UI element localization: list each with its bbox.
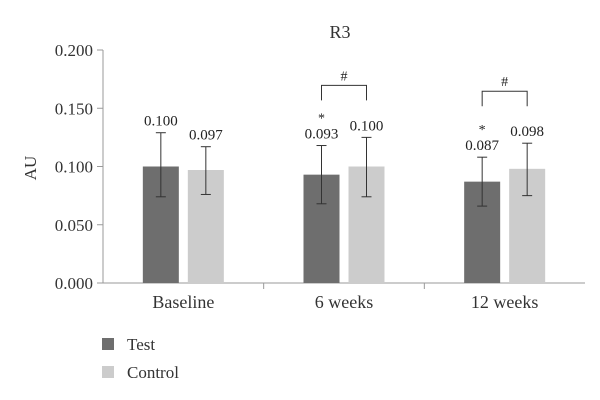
data-label: 0.100: [350, 118, 384, 134]
x-tick-label: Baseline: [152, 292, 214, 312]
data-label: 0.093: [305, 127, 339, 143]
y-tick-label: 0.050: [55, 216, 93, 235]
y-axis-label: AU: [21, 156, 40, 181]
legend-label: Test: [127, 335, 155, 354]
y-tick-label: 0.200: [55, 41, 93, 60]
y-tick-label: 0.100: [55, 158, 93, 177]
axes: 0.000 0.050 0.100 0.150 0.200 Baseline 6 weeks…: [55, 41, 585, 312]
bars: [142, 132, 546, 283]
bracket-symbol: #: [501, 75, 508, 90]
significance-bracket: [321, 84, 367, 101]
legend-swatch: [102, 366, 114, 378]
significance-marker: *: [318, 112, 325, 127]
significance-marker: *: [479, 123, 486, 138]
x-tick-label: 6 weeks: [315, 292, 373, 312]
y-tick-label: 0.150: [55, 99, 93, 118]
legend: Test Control: [102, 335, 179, 382]
bracket-symbol: #: [341, 69, 348, 84]
x-tick-label: 12 weeks: [471, 292, 538, 312]
data-label: 0.097: [189, 128, 223, 144]
data-label: 0.098: [510, 124, 544, 140]
data-label: 0.100: [144, 114, 178, 130]
y-tick-label: 0.000: [55, 274, 93, 293]
data-label: 0.087: [465, 138, 499, 154]
significance-bracket: [481, 90, 528, 107]
chart-title: R3: [329, 22, 350, 42]
legend-swatch: [102, 338, 114, 350]
legend-label: Control: [127, 363, 179, 382]
